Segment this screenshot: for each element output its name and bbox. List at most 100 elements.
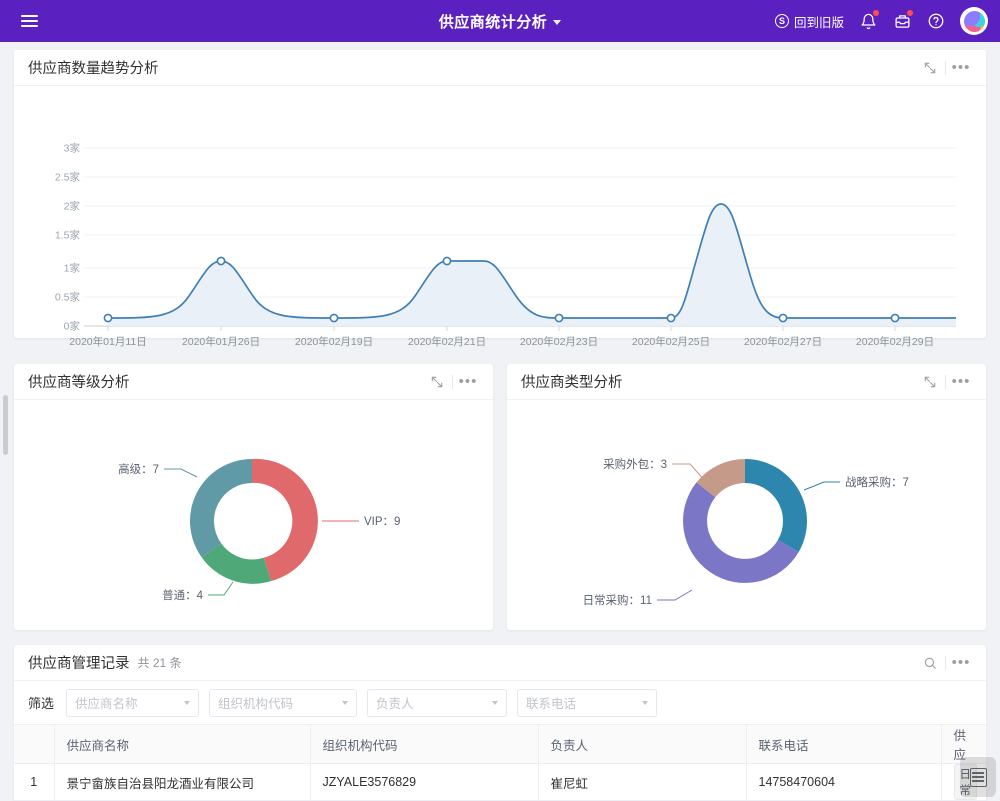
y-tick-label: 2.5家 <box>54 171 80 184</box>
supplier-type-card-header: 供应商类型分析 ••• <box>507 364 986 400</box>
expand-icon[interactable] <box>915 370 945 394</box>
cell-code: JZYALE3576829 <box>310 763 539 801</box>
avatar-image <box>963 10 985 32</box>
donut-label-richang: 日常采购：11 <box>583 593 652 607</box>
column-header-name[interactable]: 供应商名称 <box>54 725 311 764</box>
data-point[interactable] <box>103 313 113 323</box>
data-point[interactable] <box>778 313 788 323</box>
column-header-index[interactable] <box>14 725 55 764</box>
donut-label-putong: 普通：4 <box>162 588 203 602</box>
table-row[interactable]: 1 景宁畲族自治县阳龙酒业有限公司 JZYALE3576829 崔尼虹 1475… <box>14 763 986 801</box>
top-navigation-bar: 供应商统计分析 S 回到旧版 <box>0 0 1000 42</box>
y-tick-label: 3家 <box>63 142 80 155</box>
data-point[interactable] <box>442 256 452 266</box>
action-separator <box>945 61 946 75</box>
data-point[interactable] <box>216 256 226 266</box>
bell-badge <box>873 10 879 16</box>
column-header-code[interactable]: 组织机构代码 <box>310 725 539 764</box>
supplier-trend-chart: 3家 2.5家 2家 1.5家 1家 0.5家 0家 <box>14 86 986 348</box>
supplier-records-count: 共 21 条 <box>137 656 182 670</box>
cell-index: 1 <box>14 763 55 801</box>
data-point[interactable] <box>890 313 900 323</box>
donut-slice-putong[interactable] <box>201 543 272 584</box>
bell-icon[interactable] <box>858 10 879 31</box>
chevron-down-icon[interactable] <box>553 19 562 25</box>
trend-chart-svg <box>84 147 956 331</box>
supplier-records-card-actions: ••• <box>915 645 976 681</box>
expand-icon[interactable] <box>422 370 452 394</box>
filter-org-code-placeholder: 组织机构代码 <box>218 697 294 711</box>
donut-slice-vip[interactable] <box>252 458 318 581</box>
donut-slice-richang[interactable] <box>683 482 799 583</box>
column-header-supply[interactable]: 供应 <box>941 725 986 764</box>
y-tick-label: 0家 <box>63 320 80 333</box>
topbar-actions: S 回到旧版 <box>774 0 988 42</box>
type-donut-slices <box>683 459 807 583</box>
leader-line-putong <box>208 581 234 596</box>
action-separator <box>945 656 946 670</box>
trend-area-fill <box>108 204 956 326</box>
filter-phone-placeholder: 联系电话 <box>526 697 577 711</box>
supplier-grade-card: 供应商等级分析 ••• <box>14 364 493 630</box>
supplier-type-card-actions: ••• <box>915 364 976 400</box>
supplier-trend-card: 供应商数量趋势分析 ••• 3家 2.5家 2家 1.5家 1家 0.5家 <box>14 50 986 348</box>
search-icon[interactable] <box>915 651 945 675</box>
donut-slice-gaoji[interactable] <box>190 459 252 558</box>
supplier-grade-chart: VIP：9 高级：7 普通：4 <box>14 400 493 630</box>
data-point[interactable] <box>554 313 564 323</box>
data-point[interactable] <box>666 313 676 323</box>
x-tick-label: 2020年02月27日 <box>743 336 823 348</box>
leader-line-gaoji <box>164 468 198 478</box>
x-tick-label: 2020年02月19日 <box>294 336 374 348</box>
supplier-records-card: 供应商管理记录 共 21 条 ••• 筛选 供应商名称 组织机构代码 <box>14 645 986 801</box>
filter-owner-select[interactable]: 负责人 <box>367 688 508 717</box>
donut-label-gaoji: 高级：7 <box>118 462 159 476</box>
filter-owner-placeholder: 负责人 <box>376 697 414 711</box>
y-axis-labels: 3家 2.5家 2家 1.5家 1家 0.5家 0家 <box>14 86 80 338</box>
x-tick-label: 2020年02月23日 <box>519 336 599 348</box>
more-dots-icon[interactable]: ••• <box>951 654 971 671</box>
column-header-phone[interactable]: 联系电话 <box>746 725 942 764</box>
more-dots-icon[interactable]: ••• <box>951 373 971 390</box>
leader-line-zhanlue <box>803 481 840 491</box>
supply-tag: 日常 <box>953 764 977 800</box>
x-tick-label: 2020年01月26日 <box>181 336 261 348</box>
column-header-owner[interactable]: 负责人 <box>538 725 747 764</box>
back-to-old-version-button[interactable]: S 回到旧版 <box>774 12 844 31</box>
leader-line-richang <box>657 589 693 601</box>
supplier-grade-card-title: 供应商等级分析 <box>28 375 130 391</box>
x-tick-label: 2020年02月21日 <box>407 336 487 348</box>
type-donut-svg: 战略采购：7 日常采购：11 采购外包：3 <box>583 457 909 607</box>
donut-slice-waibao[interactable] <box>696 459 745 498</box>
cell-name: 景宁畲族自治县阳龙酒业有限公司 <box>54 763 311 801</box>
donut-label-zhanlue: 战略采购：7 <box>845 475 909 489</box>
hamburger-icon[interactable] <box>8 0 50 42</box>
table-header: 供应商名称 组织机构代码 负责人 联系电话 供应 <box>14 725 986 764</box>
drag-panel-icon[interactable] <box>960 757 996 797</box>
avatar[interactable] <box>960 7 988 35</box>
table-header-row: 供应商名称 组织机构代码 负责人 联系电话 供应 <box>14 725 986 764</box>
donut-slice-zhanlue[interactable] <box>745 459 807 552</box>
question-circle-icon[interactable] <box>926 11 946 31</box>
filter-org-code-select[interactable]: 组织机构代码 <box>209 688 358 717</box>
inbox-icon[interactable] <box>892 10 913 31</box>
y-tick-label: 1家 <box>63 262 80 275</box>
more-dots-icon[interactable]: ••• <box>951 59 971 76</box>
more-dots-icon[interactable]: ••• <box>458 373 478 390</box>
expand-icon[interactable] <box>915 56 945 80</box>
donut-label-vip: VIP：9 <box>364 516 400 528</box>
left-scrollbar-thumb[interactable] <box>3 395 8 455</box>
supplier-type-card-title: 供应商类型分析 <box>521 375 623 391</box>
x-tick-label: 2020年01月11日 <box>69 336 147 348</box>
data-point[interactable] <box>329 313 339 323</box>
supplier-grade-card-header: 供应商等级分析 ••• <box>14 364 493 400</box>
grade-donut-svg: VIP：9 高级：7 普通：4 <box>118 458 400 602</box>
y-tick-label: 2家 <box>63 200 80 213</box>
filter-supplier-name-select[interactable]: 供应商名称 <box>66 688 200 717</box>
filter-phone-select[interactable]: 联系电话 <box>517 688 658 717</box>
filter-bar: 筛选 供应商名称 组织机构代码 负责人 联系电话 <box>14 681 986 725</box>
supplier-trend-card-actions: ••• <box>915 50 976 86</box>
table-body: 1 景宁畲族自治县阳龙酒业有限公司 JZYALE3576829 崔尼虹 1475… <box>14 763 986 801</box>
supplier-records-card-title: 供应商管理记录 <box>28 656 130 672</box>
